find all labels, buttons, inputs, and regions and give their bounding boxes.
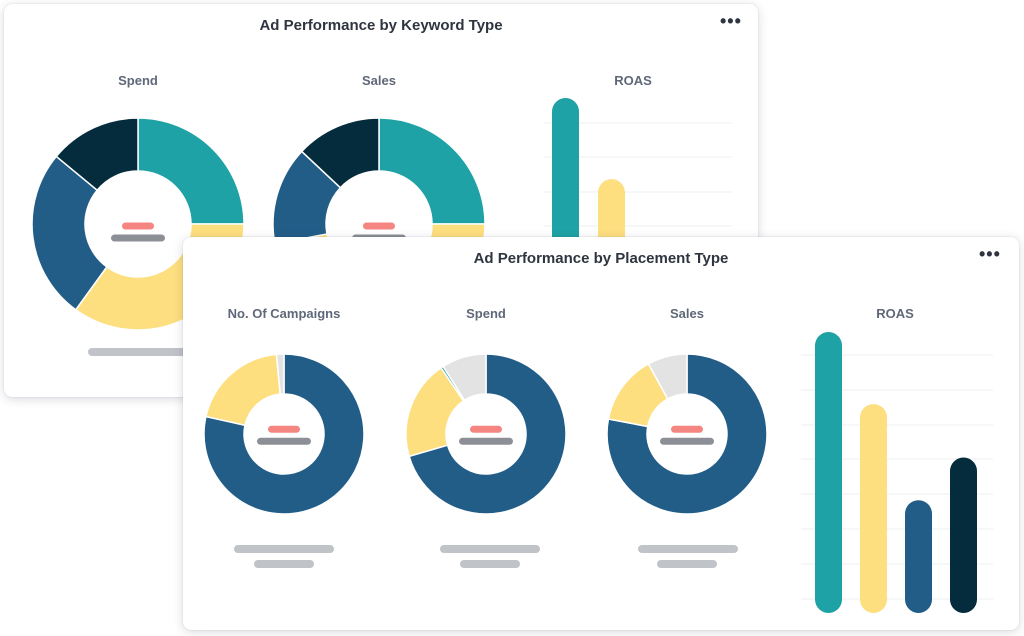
legend-placeholder-bar xyxy=(254,560,314,568)
value-placeholder xyxy=(470,425,502,433)
spend-donut[interactable] xyxy=(405,353,567,515)
roas-label: ROAS xyxy=(876,306,914,321)
legend-placeholder-bar xyxy=(460,560,520,568)
legend-placeholder-bar xyxy=(440,545,540,553)
legend-placeholder xyxy=(88,348,188,356)
more-horizontal-icon[interactable]: ••• xyxy=(720,11,742,31)
placement-charts xyxy=(203,332,993,613)
bar-teal[interactable] xyxy=(552,98,579,268)
placement-type-card: Ad Performance by Placement Type ••• No.… xyxy=(183,237,1019,630)
legend-placeholder xyxy=(234,545,738,568)
card-title: Ad Performance by Keyword Type xyxy=(259,17,503,34)
donut-segment-teal[interactable] xyxy=(378,117,486,225)
value-placeholder xyxy=(268,425,300,433)
label-placeholder xyxy=(459,437,513,445)
donut-segment-light_gray[interactable] xyxy=(275,353,285,395)
campaigns-label: No. Of Campaigns xyxy=(227,306,341,321)
value-placeholder xyxy=(122,222,154,230)
value-placeholder xyxy=(671,425,703,433)
label-placeholder xyxy=(257,437,311,445)
campaigns-donut[interactable] xyxy=(203,353,365,515)
donut-segment-light_gray[interactable] xyxy=(442,353,487,402)
label-placeholder xyxy=(111,234,165,242)
bar-yellow[interactable] xyxy=(860,404,887,613)
label-placeholder xyxy=(660,437,714,445)
roas-label: ROAS xyxy=(614,73,652,88)
donut-segment-navy[interactable] xyxy=(55,117,139,192)
donut-segment-light_gray[interactable] xyxy=(647,353,688,400)
donut-segment-yellow[interactable] xyxy=(205,353,282,427)
legend-placeholder-bar xyxy=(657,560,717,568)
donut-segment-teal[interactable] xyxy=(137,117,245,225)
legend-placeholder-bar xyxy=(234,545,334,553)
bar-teal[interactable] xyxy=(815,332,842,613)
sales-label: Sales xyxy=(670,306,704,321)
roas-bar-chart[interactable] xyxy=(801,332,993,613)
card-title: Ad Performance by Placement Type xyxy=(473,250,729,267)
sales-donut[interactable] xyxy=(606,353,768,515)
donut-segment-blue[interactable] xyxy=(203,353,365,515)
donut-segment-blue[interactable] xyxy=(606,353,768,515)
bar-navy[interactable] xyxy=(950,457,977,613)
donut-segment-blue[interactable] xyxy=(408,353,567,515)
spend-label: Spend xyxy=(118,73,158,88)
bar-blue[interactable] xyxy=(905,500,932,613)
donut-segment-navy[interactable] xyxy=(300,117,380,189)
spend-label: Spend xyxy=(466,306,506,321)
value-placeholder xyxy=(363,222,395,230)
legend-placeholder-bar xyxy=(638,545,738,553)
more-horizontal-icon[interactable]: ••• xyxy=(979,244,1001,264)
sales-label: Sales xyxy=(362,73,396,88)
donut-segment-blue[interactable] xyxy=(31,155,108,311)
legend-placeholder-bar xyxy=(88,348,188,356)
